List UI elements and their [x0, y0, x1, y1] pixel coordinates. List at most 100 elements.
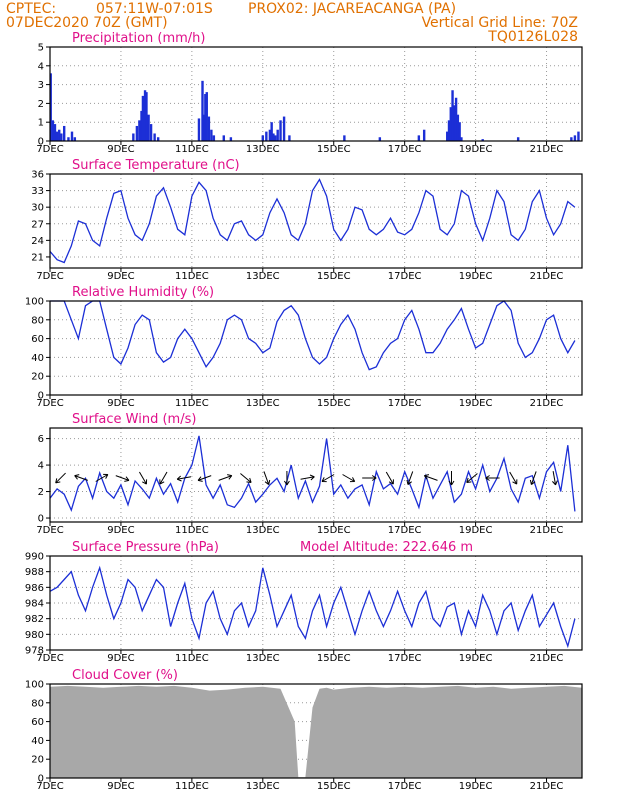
arrow-shaft — [509, 471, 518, 485]
x-tick-label: 13DEC — [246, 525, 280, 536]
y-tick-label: 5 — [38, 43, 44, 54]
x-tick-label: 17DEC — [388, 144, 422, 155]
wind-arrow-icon — [342, 474, 356, 483]
wind-line — [49, 435, 576, 512]
y-tick-label: 21 — [31, 252, 44, 263]
panel-frame — [49, 300, 583, 396]
panel-frame — [49, 683, 583, 779]
x-tick-label: 21DEC — [530, 144, 564, 155]
x-tick-label: 21DEC — [530, 271, 564, 282]
arrow-head — [264, 479, 271, 485]
precip-bar — [449, 107, 452, 141]
y-tick-label: 2 — [38, 99, 44, 110]
arrow-shaft — [466, 473, 478, 483]
precip-bar — [270, 122, 273, 141]
y-tick-label: 60 — [31, 334, 44, 345]
precip-bar — [446, 131, 449, 141]
panel-title: Relative Humidity (%) — [72, 285, 214, 300]
y-tick-label: 100 — [25, 297, 44, 308]
precip-bar — [229, 137, 233, 141]
wind-arrow-icon — [552, 471, 558, 486]
panel-title: Precipitation (mm/h) — [72, 31, 205, 46]
precip-bar — [268, 129, 272, 141]
y-tick-label: 990 — [25, 552, 44, 563]
precip-bar — [141, 95, 145, 141]
precip-bar — [577, 131, 580, 141]
wind-arrow-icon — [406, 471, 414, 485]
wind-arrow-icon — [218, 474, 233, 481]
arrow-head — [124, 476, 130, 482]
precip-bar — [135, 125, 139, 141]
wind-arrow-icon — [74, 474, 88, 481]
arrow-shaft — [263, 471, 270, 485]
y-tick-label: 988 — [25, 567, 44, 578]
y-tick-label: 36 — [31, 170, 44, 181]
precip-bar — [132, 133, 135, 141]
arrow-shaft — [552, 471, 557, 485]
panel-title: Surface Wind (m/s) — [72, 412, 196, 427]
x-tick-label: 7DEC — [36, 398, 63, 409]
x-tick-label: 15DEC — [317, 398, 351, 409]
x-tick-label: 17DEC — [388, 398, 422, 409]
wind-arrow-icon — [423, 474, 438, 481]
wind-arrow-icon — [466, 473, 478, 483]
wind-arrow-icon — [283, 471, 290, 486]
arrow-shaft — [55, 472, 66, 484]
arrow-head — [552, 480, 558, 486]
precip-bar — [73, 137, 77, 141]
y-tick-label: 6 — [38, 434, 44, 445]
wind-arrow-icon — [509, 471, 518, 485]
y-tick-label: 980 — [25, 630, 44, 641]
arrow-shaft — [321, 474, 335, 482]
arrow-shaft — [177, 476, 192, 480]
x-tick-label: 17DEC — [388, 271, 422, 282]
y-tick-label: 27 — [31, 219, 44, 230]
precip-bar — [67, 137, 70, 141]
arrow-head — [103, 473, 109, 479]
x-tick-label: 9DEC — [107, 525, 134, 536]
precip-bar — [60, 133, 63, 141]
precip-bar — [212, 135, 216, 141]
y-tick-label: 984 — [25, 599, 44, 610]
x-tick-label: 19DEC — [459, 525, 493, 536]
precip-bar — [460, 137, 463, 141]
header: CPTEC: 057:11W-07:01S PROX02: JACAREACAN… — [6, 1, 578, 45]
precip-bar — [222, 135, 225, 141]
x-tick-label: 9DEC — [107, 271, 134, 282]
precip-bar — [282, 116, 286, 141]
panel-frame — [49, 46, 583, 142]
panel-title: Cloud Cover (%) — [72, 668, 178, 683]
arrow-head — [529, 479, 536, 485]
y-tick-label: 24 — [31, 236, 44, 247]
panel-pressure: 978 980 982 984 986 988 990 7DEC 9DEC 11DEC 13DEC 1… — [25, 540, 583, 664]
x-tick-label: 7DEC — [36, 781, 63, 792]
arrow-head — [197, 476, 203, 482]
arrow-head — [466, 477, 472, 483]
x-tick-label: 13DEC — [246, 781, 280, 792]
panel-humidity: 0 20 40 60 80 100 7DEC 9DEC 11DEC 13DEC 15DEC 17DEC… — [25, 285, 583, 409]
wind-arrow-icon — [300, 474, 315, 481]
x-tick-label: 19DEC — [459, 781, 493, 792]
precip-bar — [456, 114, 460, 141]
y-tick-label: 2 — [38, 487, 44, 498]
x-tick-label: 15DEC — [317, 653, 351, 664]
arrow-shaft — [300, 476, 315, 480]
precip-bar — [145, 92, 148, 141]
panel-precip: 0 1 2 3 4 5 7DEC 9DEC 11DEC 13DEC 15DEC 17DEC 19DEC 2… — [36, 31, 583, 155]
panel-temperature: 21 24 27 30 33 36 7DEC 9DEC 11DEC 13DEC 15DEC 17DEC… — [31, 158, 583, 282]
precip-bar — [149, 124, 153, 141]
x-tick-label: 19DEC — [459, 653, 493, 664]
arrow-shaft — [115, 475, 130, 481]
precip-bar — [55, 131, 59, 141]
wind-arrow-icon — [176, 475, 192, 482]
arrow-head — [176, 475, 182, 482]
precip-bar — [417, 135, 421, 141]
arrow-head — [388, 479, 394, 485]
y-tick-label: 80 — [31, 698, 44, 709]
x-tick-label: 9DEC — [107, 781, 134, 792]
precip-bar — [458, 122, 461, 141]
precip-bar — [453, 105, 456, 141]
y-tick-label: 0 — [38, 774, 44, 785]
precip-bar — [481, 139, 484, 141]
